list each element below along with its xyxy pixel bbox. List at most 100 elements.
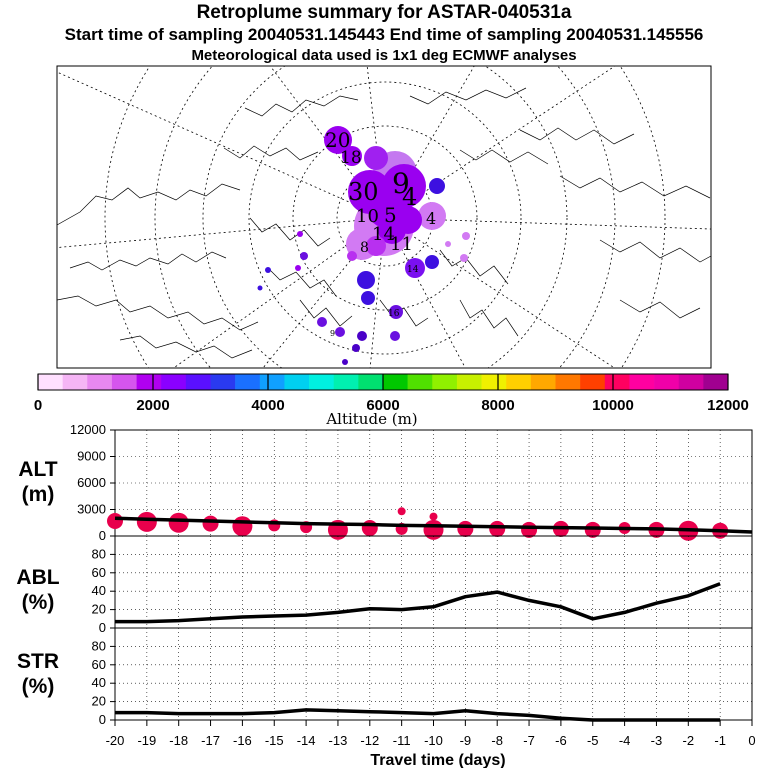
plume-label: 30 (348, 178, 379, 206)
x-tick-label: -2 (683, 733, 695, 748)
plume-label: 4 (426, 209, 436, 228)
alt-panel: 0 3000 6000 9000 12000 (70, 422, 753, 543)
x-axis-title: Travel time (days) (370, 752, 505, 768)
colorbar-cell (604, 374, 630, 390)
colorbar-label: Altitude (m) (325, 410, 417, 428)
plume-circles (257, 126, 470, 365)
alt-label-bottom: (m) (22, 483, 55, 506)
colorbar-tick-label: 12000 (707, 397, 749, 414)
x-tick-label: -1 (714, 733, 726, 748)
colorbar-cell (235, 374, 261, 390)
altitude-marker (361, 520, 378, 537)
y-tick-label: 60 (92, 565, 106, 580)
colorbar-cell (506, 374, 532, 390)
plume-label: 11 (390, 234, 413, 255)
altitude-marker (489, 520, 506, 537)
y-tick-label: 80 (92, 638, 106, 653)
plume-label: 10 (356, 206, 379, 227)
altitude-marker (136, 511, 157, 532)
altitude-marker (429, 512, 438, 521)
altitude-marker (107, 512, 123, 529)
colorbar-cell (210, 374, 236, 390)
colorbar-cell (432, 374, 458, 390)
plume-label: 14 (372, 224, 395, 245)
y-tick-label: 0 (99, 620, 106, 635)
altitude-marker (584, 521, 601, 538)
str-label-top: STR (17, 650, 59, 673)
alt-label-top: ALT (18, 458, 57, 481)
y-tick-label: 0 (99, 528, 106, 543)
x-tick-label: -13 (329, 733, 348, 748)
colorbar-cell (185, 374, 211, 390)
y-tick-label: 80 (92, 546, 106, 561)
altitude-marker (521, 521, 538, 538)
time-panels: 0 3000 6000 9000 12000 0 20 40 60 80 0 20 40 60 80 -… (16, 422, 755, 768)
colorbar-cell (38, 374, 63, 390)
colorbar-tick-labels: 0 2000 4000 6000 8000 10000 12000 (34, 397, 749, 414)
colorbar-cells (37, 374, 729, 390)
plume-label: 16 (388, 309, 400, 319)
x-tick-label: -9 (460, 733, 472, 748)
altitude-marker (232, 516, 253, 537)
colorbar-frame (37, 373, 729, 391)
colorbar-cell (703, 374, 729, 390)
plume-label: 9 (330, 329, 335, 338)
colorbar-cell (333, 374, 359, 390)
colorbar-cell (358, 374, 384, 390)
abl-panel: 0 20 40 60 80 (92, 535, 753, 635)
x-tick-label: -19 (137, 733, 156, 748)
series-line (115, 708, 721, 722)
x-tick-label: -12 (360, 733, 379, 748)
colorbar-cell (555, 374, 581, 390)
x-tick-label: -20 (106, 733, 125, 748)
plume-label: 18 (340, 148, 362, 168)
y-tick-label: 0 (99, 712, 106, 727)
series-line (115, 582, 721, 624)
colorbar-cell (481, 374, 507, 390)
sampling-times: Start time of sampling 20040531.145443 E… (64, 25, 704, 44)
colorbar-cell (309, 374, 335, 390)
abl-label-bottom: (%) (22, 591, 55, 614)
x-tick-label: -4 (619, 733, 631, 748)
y-tick-label: 12000 (70, 422, 106, 437)
altitude-marker (457, 520, 474, 537)
x-tick-label: -8 (491, 733, 503, 748)
map-coastlines (57, 87, 711, 359)
x-axis: -20 -19 -18 -17 -16 -15 -14 -13 -12 -11 -10 -9 -8 -7-… (106, 720, 756, 748)
series-line (114, 516, 753, 534)
x-tick-label: -7 (523, 733, 535, 748)
x-tick-label: 0 (748, 733, 755, 748)
panel-frame (114, 535, 753, 629)
str-panel: 0 20 40 60 80 (92, 627, 753, 727)
x-tick-label: -11 (393, 733, 411, 748)
altitude-marker (202, 515, 219, 532)
colorbar-cell (284, 374, 310, 390)
colorbar-tick-label: 0 (34, 397, 42, 414)
plume-label: 20 (325, 128, 350, 152)
colorbar-cell (87, 374, 113, 390)
y-tick-label: 3000 (77, 502, 106, 517)
abl-label-top: ABL (16, 566, 59, 589)
x-tick-label: -17 (201, 733, 220, 748)
x-tick-label: -14 (297, 733, 316, 748)
colorbar-cell (654, 374, 680, 390)
y-tick-label: 20 (92, 694, 106, 709)
colorbar-cell (580, 374, 606, 390)
plume-label: 9 (392, 167, 410, 200)
x-tick-label: -18 (169, 733, 188, 748)
colorbar-tick-label: 10000 (592, 397, 634, 414)
y-tick-label: 20 (92, 602, 106, 617)
colorbar-cell (161, 374, 187, 390)
met-data-note: Meteorological data used is 1x1 deg ECMW… (191, 47, 577, 64)
colorbar-cell (407, 374, 433, 390)
y-tick-label: 40 (92, 675, 106, 690)
colorbar-tick-label: 2000 (136, 397, 169, 414)
colorbar-tick-label: 6000 (366, 397, 399, 414)
colorbar-cell (456, 374, 482, 390)
y-tick-label: 60 (92, 657, 106, 672)
colorbar-cell (259, 374, 285, 390)
panel-frame (114, 627, 753, 721)
plume-labels: 20 18 9 30 4 5 10 4 14 8 14 16 11 9 (325, 128, 436, 338)
colorbar-cell (678, 374, 704, 390)
